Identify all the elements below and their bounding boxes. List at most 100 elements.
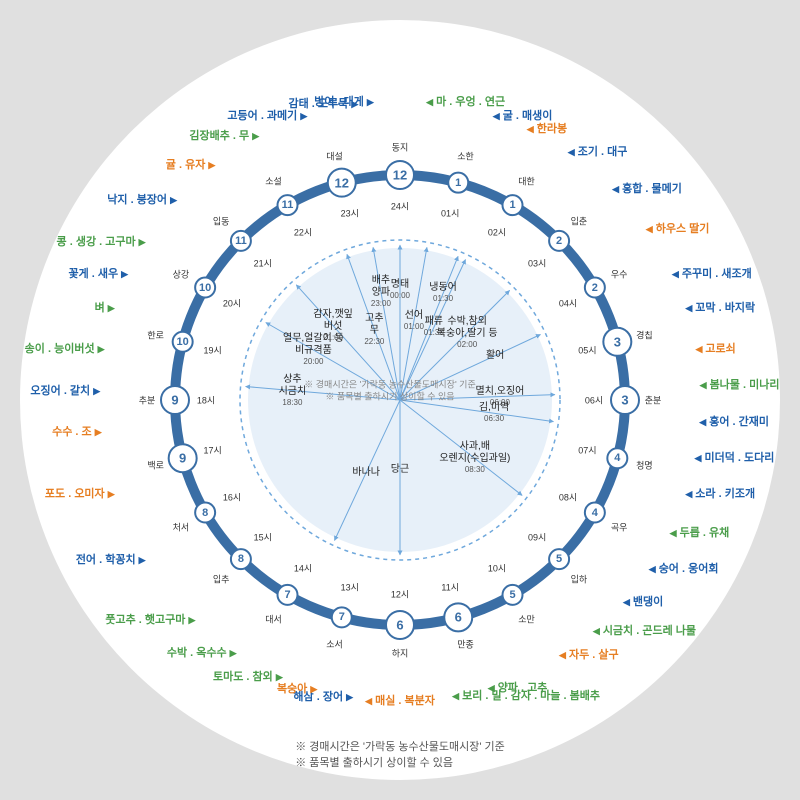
hour-label: 05시 [578, 343, 596, 356]
season-food-label: ◀ 미더덕 . 도다리 [694, 449, 774, 465]
season-food-label: ◀ 조기 . 대구 [568, 143, 628, 159]
season-food-label: 복숭아 ▶ [277, 680, 317, 696]
month-marker: 10 [199, 282, 211, 294]
month-marker: 6 [396, 618, 403, 633]
month-marker: 7 [339, 611, 345, 623]
footnote-1: ※ 경매시간은 '가락동 농수산물도매시장' 기준 [295, 738, 505, 754]
solar-term: 소설 [265, 174, 282, 187]
season-food-label: 풋고추 . 햇고구마 ▶ [105, 611, 195, 627]
season-food-label: ◀ 한라봉 [527, 120, 567, 136]
month-marker: 2 [556, 235, 562, 247]
season-food-label: ◀ 소라 . 키조개 [685, 485, 755, 501]
solar-term: 입하 [571, 572, 588, 585]
month-marker: 1 [509, 199, 515, 211]
solar-term: 입추 [213, 572, 230, 585]
hour-label: 17시 [203, 444, 221, 457]
hour-label: 08시 [559, 491, 577, 504]
hour-label: 21시 [254, 256, 272, 269]
hour-label: 04시 [559, 297, 577, 310]
hour-label: 22시 [294, 225, 312, 238]
solar-term: 백로 [147, 459, 164, 472]
solar-term: 입춘 [571, 215, 588, 228]
solar-term: 경칩 [636, 328, 653, 341]
hour-label: 15시 [254, 531, 272, 544]
center-note: ※ 경매시간은 '가락동 농수산물도매시장' 기준 [304, 380, 475, 391]
solar-term: 소서 [326, 638, 343, 651]
solar-term: 상강 [173, 267, 190, 280]
solar-term: 만종 [457, 638, 474, 651]
auction-item: 김,미역06:30 [479, 402, 509, 424]
hour-label: 23시 [341, 206, 359, 219]
hour-label: 10시 [488, 562, 506, 575]
auction-item: 배추양파23:00 [371, 275, 391, 309]
month-marker: 1 [455, 177, 461, 189]
auction-item: 상추시금치18:30 [279, 374, 307, 408]
solar-term: 청명 [636, 459, 653, 472]
footnotes: ※ 경매시간은 '가락동 농수산물도매시장' 기준 ※ 품목별 출하시기 상이할… [295, 738, 505, 770]
season-food-label: 전어 . 학꽁치 ▶ [76, 551, 146, 567]
hour-label: 12시 [391, 588, 409, 601]
season-food-label: ◀ 하우스 딸기 [646, 220, 710, 236]
season-food-label: 토마도 . 참외 ▶ [213, 668, 283, 684]
month-marker: 6 [455, 610, 462, 625]
month-marker: 11 [235, 235, 247, 247]
hour-label: 20시 [223, 297, 241, 310]
season-food-label: 수박 . 옥수수 ▶ [167, 644, 237, 660]
hour-label: 06시 [585, 394, 603, 407]
hour-label: 03시 [528, 256, 546, 269]
solar-term: 곡우 [611, 520, 628, 533]
season-food-label: 오징어 . 갈치 ▶ [30, 382, 100, 398]
season-food-label: ◀ 자두 . 살구 [559, 646, 619, 662]
auction-item: 냉동어01:30 [429, 283, 457, 305]
hour-label: 13시 [341, 581, 359, 594]
season-food-label: ◀ 밴댕이 [623, 593, 663, 609]
month-marker: 8 [238, 553, 244, 565]
season-food-label: ◀ 매실 . 복분자 [365, 692, 435, 708]
auction-item: 활어 [486, 350, 504, 362]
auction-item: 선어01:00 [404, 310, 424, 332]
month-marker: 10 [177, 336, 189, 348]
solar-term: 입동 [213, 215, 230, 228]
center-note: ※ 품목별 출하시기 상이할 수 있음 [325, 392, 454, 403]
hour-label: 18시 [197, 394, 215, 407]
season-food-label: 김장배추 . 무 ▶ [189, 127, 259, 143]
season-food-label: ◀ 숭어 . 웅어회 [649, 560, 719, 576]
season-food-label: 감태 . 도루묵 ▶ [288, 95, 358, 111]
hour-label: 19시 [203, 343, 221, 356]
month-marker: 3 [621, 393, 628, 408]
season-food-label: 꽃게 . 새우 ▶ [68, 265, 128, 281]
auction-item: 사과,배오렌지(수입과일)08:30 [439, 442, 510, 476]
month-marker: 9 [179, 451, 186, 466]
season-food-label: ◀ 봄나물 . 미나리 [700, 376, 780, 392]
month-marker: 8 [202, 507, 208, 519]
season-food-label: ◀ 시금치 . 곤드레 나물 [593, 622, 696, 638]
auction-item: 당근 [391, 464, 409, 476]
month-marker: 9 [171, 393, 178, 408]
solar-term: 처서 [173, 520, 190, 533]
month-marker: 5 [509, 589, 515, 601]
solar-term: 대한 [518, 174, 535, 187]
month-marker: 2 [592, 282, 598, 294]
hour-label: 24시 [391, 200, 409, 213]
hour-label: 11시 [441, 581, 459, 594]
solar-term: 동지 [392, 141, 409, 154]
solar-term: 소한 [457, 149, 474, 162]
solar-term: 하지 [392, 647, 409, 660]
hour-label: 01시 [441, 206, 459, 219]
season-food-label: 송이 . 능이버섯 ▶ [25, 340, 105, 356]
season-food-label: 벼 ▶ [95, 299, 115, 315]
hour-label: 07시 [578, 444, 596, 457]
solar-term: 대서 [265, 613, 282, 626]
season-food-label: ◀ 홍어 . 간재미 [699, 413, 769, 429]
hour-label: 09시 [528, 531, 546, 544]
season-food-label: ◀ 고로쇠 [695, 340, 735, 356]
hour-label: 14시 [294, 562, 312, 575]
month-marker: 12 [335, 175, 349, 190]
auction-item: 명태00:00 [390, 279, 410, 301]
hour-label: 02시 [488, 225, 506, 238]
season-food-label: ◀ 두릅 . 유채 [670, 524, 730, 540]
solar-term: 추분 [139, 394, 156, 407]
month-marker: 11 [282, 199, 294, 211]
season-food-label: 콩 . 생강 . 고구마 ▶ [57, 233, 146, 249]
solar-term: 한로 [147, 328, 164, 341]
